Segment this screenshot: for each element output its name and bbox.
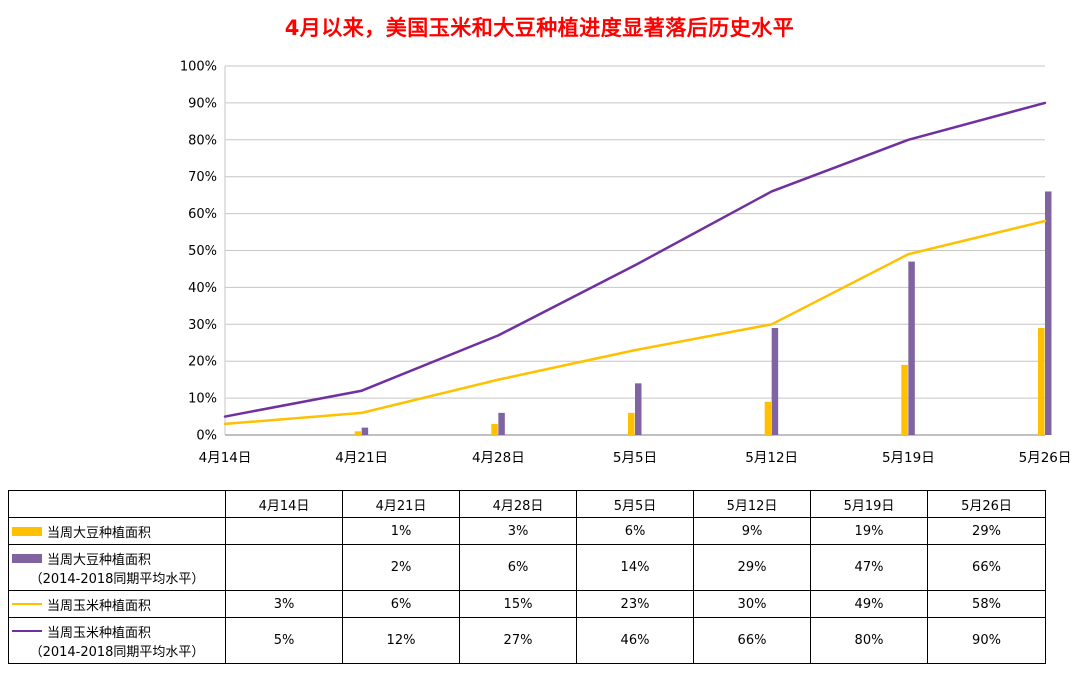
- svg-text:10%: 10%: [188, 392, 217, 407]
- svg-text:20%: 20%: [188, 355, 217, 370]
- line-series: [223, 101, 1047, 426]
- svg-text:40%: 40%: [188, 281, 217, 296]
- table-cell: 58%: [927, 590, 1046, 618]
- svg-text:80%: 80%: [188, 133, 217, 148]
- table-cell: 29%: [693, 544, 811, 591]
- series-label-cell: 当周玉米种植面积 （2014-2018同期平均水平）: [8, 617, 226, 664]
- gridlines: [224, 65, 1045, 436]
- series-label-line2: （2014-2018同期平均水平）: [29, 644, 205, 660]
- svg-text:5月12日: 5月12日: [745, 450, 798, 466]
- table-header-row: 4月14日 4月21日 4月28日 5月5日 5月12日 5月19日 5月26日: [8, 490, 1046, 518]
- series-label-line2: （2014-2018同期平均水平）: [29, 571, 205, 587]
- corn-average-line-swatch: [12, 630, 42, 632]
- series-label-line1: 当周玉米种植面积: [47, 625, 152, 641]
- svg-text:50%: 50%: [188, 244, 217, 259]
- table-cell: [225, 544, 343, 591]
- table-header-cell: 5月19日: [810, 490, 928, 518]
- series-label-cell: 当周玉米种植面积: [8, 590, 226, 618]
- table-cell: 1%: [342, 517, 460, 545]
- svg-text:0%: 0%: [196, 429, 217, 444]
- table-row-corn-current: 当周玉米种植面积 3% 6% 15% 23% 30% 49% 58%: [8, 590, 1046, 618]
- series-label: 当周玉米种植面积: [47, 598, 152, 614]
- table-cell: 47%: [810, 544, 928, 591]
- svg-text:100%: 100%: [180, 60, 217, 75]
- series-label: 当周大豆种植面积: [47, 525, 152, 541]
- bar-series: [354, 191, 1052, 435]
- table-header-cell: 5月26日: [927, 490, 1046, 518]
- table-row-soybean-current: 当周大豆种植面积 1% 3% 6% 9% 19% 29%: [8, 517, 1046, 545]
- svg-text:30%: 30%: [188, 318, 217, 333]
- table-cell: 3%: [459, 517, 577, 545]
- y-axis-labels: 0% 10% 20% 30% 40% 50% 60% 70% 80% 90% 100%: [180, 60, 217, 444]
- table-cell: 90%: [927, 617, 1046, 664]
- combo-chart: 0%10%20%30%40%50%60%70%80%90%100%4月14日 4月…: [180, 60, 1072, 467]
- table-header-cell: 4月21日: [342, 490, 460, 518]
- table-row-corn-average: 当周玉米种植面积 （2014-2018同期平均水平） 5% 12% 27% 46…: [8, 617, 1046, 664]
- table-cell: 66%: [927, 544, 1046, 591]
- series-label-cell: 当周大豆种植面积: [8, 517, 226, 545]
- table-cell: 5%: [225, 617, 343, 664]
- svg-text:5月26日: 5月26日: [1019, 450, 1072, 466]
- table-cell: 19%: [810, 517, 928, 545]
- series-label-line1: 当周大豆种植面积: [47, 552, 152, 568]
- svg-text:70%: 70%: [188, 170, 217, 185]
- table-corner-cell: [8, 490, 226, 518]
- svg-text:4月28日: 4月28日: [472, 450, 525, 466]
- table-header-cell: 5月12日: [693, 490, 811, 518]
- table-cell: 6%: [459, 544, 577, 591]
- table-cell: 12%: [342, 617, 460, 664]
- x-axis-labels: 4月14日 4月21日 4月28日 5月5日 5月12日 5月19日 5月26日: [199, 450, 1072, 466]
- table-cell: 66%: [693, 617, 811, 664]
- table-cell: [225, 517, 343, 545]
- table-cell: 23%: [576, 590, 694, 618]
- table-row-soybean-average: 当周大豆种植面积 （2014-2018同期平均水平） 2% 6% 14% 29%…: [8, 544, 1046, 591]
- table-cell: 9%: [693, 517, 811, 545]
- table-cell: 6%: [342, 590, 460, 618]
- table-cell: 46%: [576, 617, 694, 664]
- data-table: 4月14日 4月21日 4月28日 5月5日 5月12日 5月19日 5月26日…: [8, 490, 1046, 664]
- table-cell: 14%: [576, 544, 694, 591]
- table-cell: 2%: [342, 544, 460, 591]
- table-cell: 49%: [810, 590, 928, 618]
- svg-text:4月21日: 4月21日: [335, 450, 388, 466]
- table-cell: 6%: [576, 517, 694, 545]
- svg-text:90%: 90%: [188, 96, 217, 111]
- table-header-cell: 4月14日: [225, 490, 343, 518]
- table-header-cell: 5月5日: [576, 490, 694, 518]
- svg-text:4月14日: 4月14日: [199, 450, 252, 466]
- table-cell: 80%: [810, 617, 928, 664]
- soybean-current-bar-swatch: [12, 526, 42, 536]
- chart-title: 4月以来，美国玉米和大豆种植进度显著落后历史水平: [284, 16, 795, 40]
- series-label-cell: 当周大豆种植面积 （2014-2018同期平均水平）: [8, 544, 226, 591]
- table-cell: 30%: [693, 590, 811, 618]
- table-cell: 27%: [459, 617, 577, 664]
- table-cell: 15%: [459, 590, 577, 618]
- table-cell: 29%: [927, 517, 1046, 545]
- svg-text:60%: 60%: [188, 207, 217, 222]
- svg-text:5月5日: 5月5日: [613, 450, 657, 466]
- table-header-cell: 4月28日: [459, 490, 577, 518]
- soybean-average-bar-swatch: [12, 553, 42, 563]
- corn-current-line-swatch: [12, 603, 42, 605]
- svg-text:5月19日: 5月19日: [882, 450, 935, 466]
- table-cell: 3%: [225, 590, 343, 618]
